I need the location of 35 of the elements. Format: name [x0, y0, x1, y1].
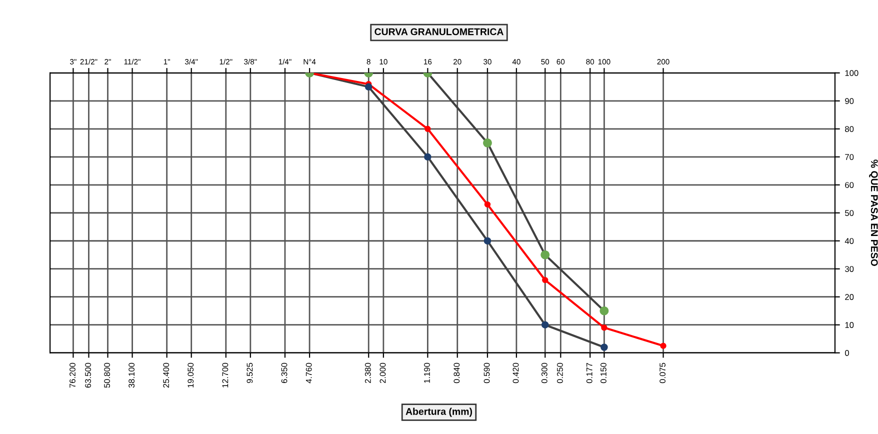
x-tick-label: 0.177	[586, 362, 592, 384]
x-tick-label: 1.190	[424, 362, 430, 383]
y-tick-label: 50	[845, 210, 854, 216]
x-tick-label: 2.380	[364, 362, 371, 383]
x-tick-label: 76.200	[70, 362, 76, 388]
x-tick-label: 50.800	[104, 362, 110, 388]
x-axis-title: Abertura (mm)	[406, 408, 472, 417]
x-tick-label: 12.700	[222, 362, 228, 388]
x-tick-label: 2.000	[380, 362, 386, 383]
y-tick-label: 70	[845, 154, 854, 160]
y-tick-label: 100	[845, 70, 858, 76]
x-tick-label: 0.075	[660, 362, 666, 384]
x-tick-label: 0.420	[512, 362, 519, 384]
y-tick-label: 60	[845, 182, 854, 188]
x-tick-label: 25.400	[163, 362, 170, 388]
x-tick-label: 0.840	[454, 362, 460, 384]
x-tick-label: 0.590	[484, 362, 490, 384]
y-tick-label: 40	[844, 238, 854, 244]
y-tick-label: 80	[845, 126, 854, 132]
x-tick-label: 0.150	[600, 362, 606, 384]
x-tick-label: 6.350	[281, 362, 288, 383]
y-tick-label: 90	[845, 98, 854, 104]
x-tick-label: 9.525	[246, 362, 253, 384]
y-axis-title: % QUE PASA EN PESO	[869, 160, 878, 266]
x-tick-label: 38.100	[128, 362, 135, 388]
chart-title: CURVA GRANULOMETRICA	[374, 28, 504, 36]
x-tick-label: 19.050	[188, 362, 194, 388]
y-tick-label: 30	[845, 266, 854, 272]
y-tick-label: 0	[845, 350, 850, 356]
y-tick-label: 20	[845, 294, 854, 300]
x-tick-label: 4.760	[306, 362, 312, 384]
x-tick-label: 63.500	[85, 362, 91, 388]
y-tick-label: 10	[845, 322, 854, 328]
x-tick-label: 0.300	[541, 362, 548, 384]
x-tick-label: 0.250	[556, 362, 563, 384]
